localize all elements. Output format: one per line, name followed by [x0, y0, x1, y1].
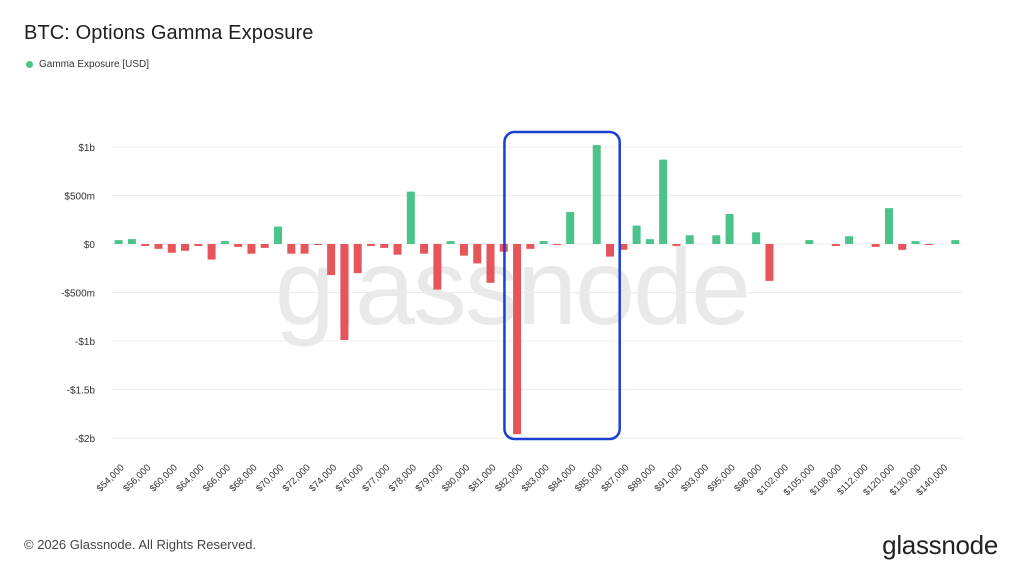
bar: [592, 145, 601, 244]
bar: [406, 191, 415, 244]
bar: [154, 244, 163, 249]
bar: [539, 241, 548, 244]
bar: [420, 244, 429, 254]
bar: [300, 244, 309, 254]
x-tick-label: $84,000: [546, 462, 578, 494]
legend-label: Gamma Exposure [USD]: [39, 59, 150, 70]
bar: [685, 235, 694, 244]
bar: [247, 244, 256, 254]
bar: [393, 244, 402, 255]
bar: [127, 239, 136, 244]
bar: [805, 240, 814, 244]
x-tick-label: $54,000: [95, 462, 127, 494]
x-tick-label: $66,000: [201, 462, 233, 494]
bar: [672, 244, 681, 246]
x-tick-label: $91,000: [653, 462, 685, 494]
bar: [898, 244, 907, 250]
x-tick-label: $89,000: [626, 462, 658, 494]
x-tick-label: $60,000: [148, 462, 180, 494]
bar: [459, 244, 468, 256]
bar: [114, 240, 123, 244]
x-tick-label: $74,000: [307, 462, 339, 494]
bar: [287, 244, 296, 254]
bar: [632, 225, 641, 244]
bar: [752, 232, 761, 244]
x-tick-label: $56,000: [121, 462, 153, 494]
x-tick-label: $78,000: [387, 462, 419, 494]
highlight-box: [503, 130, 621, 441]
bar: [712, 235, 721, 244]
bar: [486, 244, 495, 283]
copyright-text: © 2026 Glassnode. All Rights Reserved.: [24, 537, 257, 552]
bar: [380, 244, 389, 248]
bar: [606, 244, 615, 257]
bar: [313, 244, 322, 245]
x-tick-label: $76,000: [334, 462, 366, 494]
bar: [340, 244, 349, 341]
bar: [884, 208, 893, 244]
bar: [234, 244, 243, 247]
bar: [260, 244, 269, 248]
x-tick-label: $68,000: [228, 462, 260, 494]
chart-title: BTC: Options Gamma Exposure: [24, 22, 314, 44]
y-tick-label: $500m: [64, 192, 95, 203]
bar: [659, 159, 668, 244]
bar: [353, 244, 362, 274]
bar: [566, 211, 575, 244]
glassnode-logo: glassnode: [882, 530, 998, 560]
bar: [725, 213, 734, 244]
y-tick-label: -$2b: [75, 434, 95, 445]
legend-dot-icon: [26, 61, 33, 68]
bar: [526, 244, 535, 249]
y-tick-label: -$500m: [61, 289, 95, 300]
x-tick-label: $87,000: [599, 462, 631, 494]
bar: [924, 244, 933, 245]
bar: [181, 244, 190, 251]
bar: [220, 241, 229, 244]
bar: [951, 240, 960, 244]
y-tick-label: -$1.5b: [67, 386, 96, 397]
bar: [473, 244, 482, 264]
bar: [274, 226, 283, 244]
bar: [327, 244, 336, 276]
x-tick-label: $83,000: [520, 462, 552, 494]
x-tick-label: $77,000: [360, 462, 392, 494]
bar: [194, 244, 203, 246]
y-tick-label: -$1b: [75, 337, 95, 348]
x-tick-label: $95,000: [706, 462, 738, 494]
x-tick-label: $85,000: [573, 462, 605, 494]
bar: [619, 244, 628, 250]
bar: [871, 244, 880, 247]
bar: [831, 244, 840, 246]
bar: [167, 244, 176, 253]
x-tick-label: $93,000: [679, 462, 711, 494]
bar: [141, 244, 150, 246]
bar: [446, 241, 455, 244]
x-tick-label: $72,000: [281, 462, 313, 494]
x-tick-label: $80,000: [440, 462, 472, 494]
bar: [207, 244, 216, 260]
y-tick-label: $1b: [78, 143, 95, 154]
x-tick-label: $79,000: [413, 462, 445, 494]
legend[interactable]: Gamma Exposure [USD]: [26, 59, 149, 70]
bar: [366, 244, 375, 246]
bar: [845, 236, 854, 244]
x-tick-label: $64,000: [174, 462, 206, 494]
x-tick-label: $70,000: [254, 462, 286, 494]
y-tick-label: $0: [84, 240, 96, 251]
bar: [552, 244, 561, 245]
bar: [433, 244, 442, 290]
bar: [645, 239, 654, 244]
x-tick-label: $81,000: [467, 462, 499, 494]
x-tick-label: $82,000: [493, 462, 525, 494]
bar: [765, 244, 774, 281]
bar: [911, 241, 920, 244]
bar: [513, 244, 522, 435]
